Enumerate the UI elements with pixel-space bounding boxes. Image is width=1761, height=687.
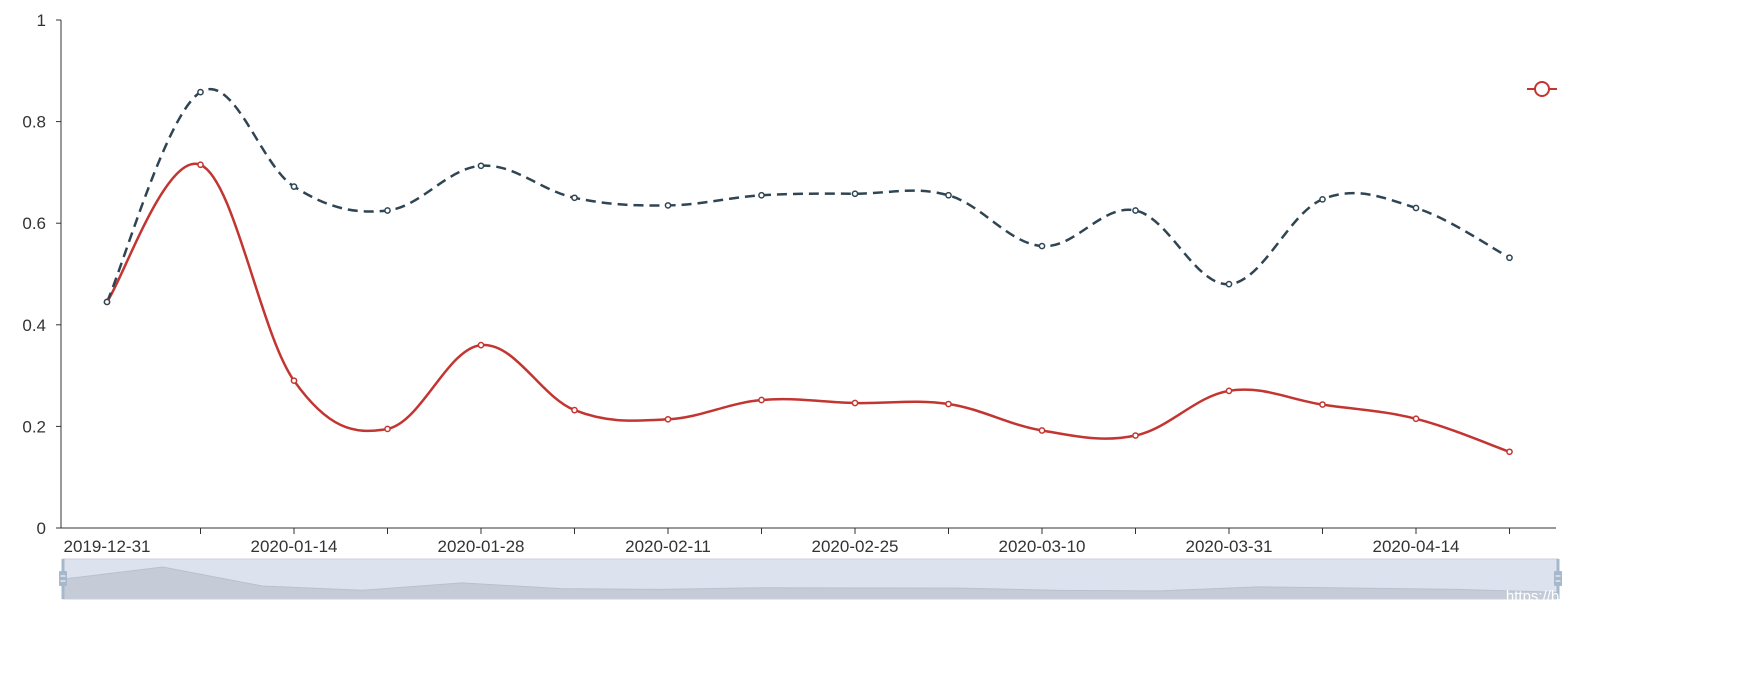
x-tick-label: 2020-01-14: [251, 537, 338, 556]
y-tick-label: 0: [37, 519, 46, 538]
legend[interactable]: [1527, 81, 1557, 97]
data-point[interactable]: [1412, 204, 1420, 212]
data-point[interactable]: [571, 194, 578, 202]
data-point[interactable]: [384, 425, 391, 433]
data-point[interactable]: [758, 191, 765, 199]
data-point[interactable]: [197, 161, 204, 169]
data-point[interactable]: [477, 162, 485, 170]
x-tick-label: 2020-03-10: [999, 537, 1086, 556]
y-tick-label: 1: [37, 11, 46, 30]
x-axis: 2019-12-31 2020-01-14 2020-01-28 2020-02-11…: [61, 527, 1556, 556]
data-point[interactable]: [851, 399, 859, 407]
zoom-handle-left[interactable]: [59, 559, 67, 599]
data-point[interactable]: [1506, 254, 1513, 262]
series-line-2: [105, 88, 1511, 303]
data-point[interactable]: [1412, 415, 1420, 423]
data-point[interactable]: [477, 341, 485, 349]
data-point[interactable]: [103, 298, 111, 306]
data-point[interactable]: [1319, 195, 1326, 203]
zoom-handle-right[interactable]: [1554, 559, 1562, 599]
watermark-text: https://blog.csdn.net/baidu_39413110: [1506, 588, 1755, 605]
y-axis: 0 0.2 0.4 0.6 0.8 1: [22, 11, 62, 538]
x-tick-label: 2020-02-25: [812, 537, 899, 556]
data-point[interactable]: [384, 207, 391, 214]
data-point[interactable]: [1319, 401, 1326, 408]
data-point[interactable]: [664, 415, 672, 423]
data-point[interactable]: [1225, 280, 1233, 288]
zoom-handle-grip-icon: [59, 571, 67, 586]
data-point[interactable]: [945, 191, 952, 199]
data-point[interactable]: [571, 406, 578, 414]
data-point[interactable]: [1506, 448, 1513, 456]
data-point[interactable]: [1132, 207, 1139, 214]
data-point[interactable]: [1038, 242, 1046, 250]
data-zoom-slider[interactable]: [59, 558, 1562, 600]
data-point[interactable]: [945, 400, 952, 408]
series-line-1: [105, 162, 1510, 453]
data-point[interactable]: [290, 377, 298, 385]
data-point[interactable]: [197, 88, 204, 96]
zoom-handle-grip-icon: [1554, 571, 1562, 586]
data-point[interactable]: [1132, 432, 1139, 439]
y-tick-label: 0.8: [22, 113, 46, 132]
x-tick-label: 2020-03-31: [1186, 537, 1273, 556]
data-point[interactable]: [758, 396, 765, 404]
x-tick-label: 2019-12-31: [64, 537, 151, 556]
y-tick-label: 0.4: [22, 316, 46, 335]
data-point[interactable]: [664, 202, 672, 209]
x-tick-label: 2020-04-14: [1373, 537, 1460, 556]
data-point[interactable]: [1225, 387, 1233, 395]
data-point[interactable]: [290, 183, 298, 190]
series-group: [103, 88, 1513, 456]
legend-marker-icon[interactable]: [1534, 81, 1550, 97]
x-tick-label: 2020-02-11: [625, 537, 711, 556]
x-tick-label: 2020-01-28: [438, 537, 525, 556]
zoom-preview-area: [62, 566, 1559, 600]
y-tick-label: 0.2: [22, 417, 46, 436]
data-point[interactable]: [851, 190, 859, 198]
y-tick-label: 0.6: [22, 214, 46, 233]
data-point[interactable]: [1038, 427, 1046, 434]
